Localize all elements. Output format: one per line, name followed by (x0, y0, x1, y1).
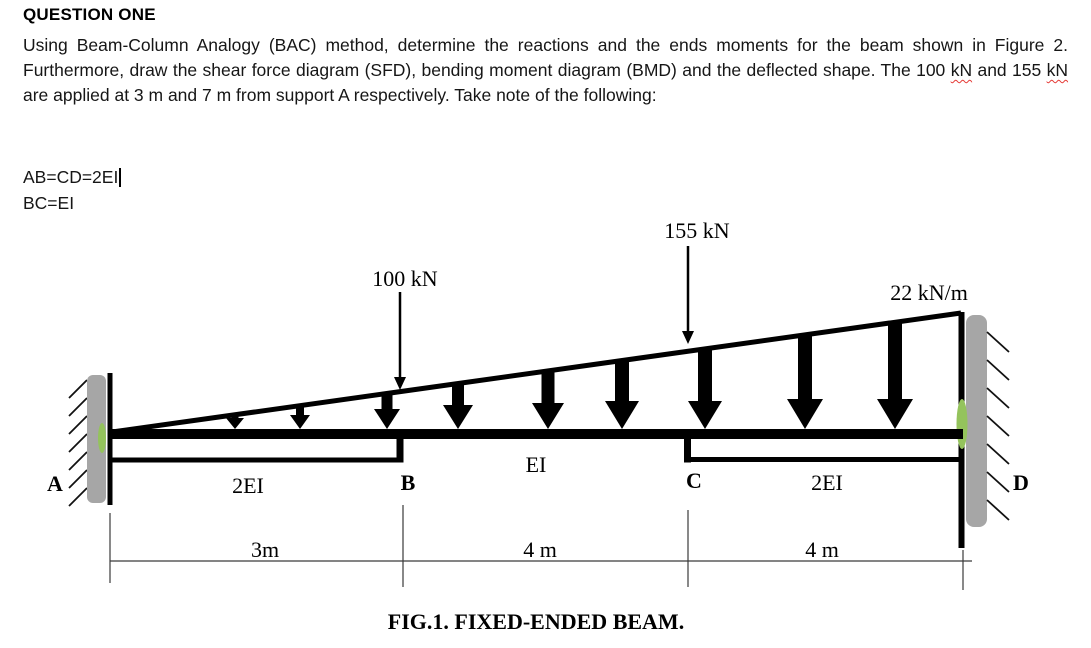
equation-line-1: AB=CD=2EI (23, 165, 121, 191)
figure-caption: FIG.1. FIXED-ENDED BEAM. (388, 609, 684, 634)
paragraph-text-2: and 155 (972, 60, 1047, 80)
distributed-load-arrow (605, 360, 639, 429)
equation-line-2: BC=EI (23, 192, 75, 213)
spellcheck-word-kn-1: kN (950, 60, 973, 80)
distributed-load-arrow (374, 392, 400, 429)
hatch-stroke (68, 415, 88, 435)
label-dimension-cd: 4 m (805, 537, 839, 562)
hatch-stroke (986, 471, 1010, 493)
distributed-load-arrow (688, 348, 722, 429)
distributed-load-arrow (787, 334, 823, 429)
paragraph-text-1: Using Beam-Column Analogy (BAC) method, … (23, 35, 1068, 80)
distributed-load-slope-line (111, 310, 962, 435)
hatch-stroke (68, 487, 88, 507)
label-node-c: C (686, 468, 702, 493)
hatch-stroke (68, 379, 88, 399)
label-dimension-bc: 4 m (523, 537, 557, 562)
distributed-load-arrow (877, 322, 913, 429)
right-support-wall (966, 315, 987, 527)
equation-ab-cd: AB=CD=2EI (23, 167, 119, 187)
label-support-d: D (1013, 470, 1029, 495)
question-heading: QUESTION ONE (23, 5, 156, 24)
label-load-100kn: 100 kN (372, 266, 438, 291)
label-dimension-ab: 3m (251, 537, 279, 562)
distributed-load-arrow (226, 413, 244, 429)
label-load-udl: 22 kN/m (890, 280, 968, 305)
point-load-100-arrow-head (394, 377, 406, 390)
hatch-stroke (986, 331, 1010, 353)
equations-block[interactable]: AB=CD=2EI BC=EI (23, 165, 121, 216)
hatch-stroke (986, 415, 1010, 437)
left-support-green-marker (98, 423, 106, 453)
distributed-load-arrow (443, 382, 473, 429)
right-support-green-marker (956, 399, 968, 449)
hatch-stroke (986, 443, 1010, 465)
label-load-155kn: 155 kN (664, 218, 730, 243)
label-node-b: B (401, 470, 416, 495)
distributed-load-arrow (290, 404, 310, 429)
left-support-wall (87, 375, 106, 503)
label-segment-bc-stiffness: EI (526, 452, 547, 477)
text-caret (119, 168, 121, 187)
label-segment-cd-stiffness: 2EI (811, 470, 843, 495)
spellcheck-word-kn-2: kN (1046, 60, 1069, 80)
hatch-stroke (68, 397, 88, 417)
point-load-155-arrow-head (682, 331, 694, 344)
beam-member (108, 429, 963, 439)
left-support-hatching (68, 379, 88, 507)
distributed-load-arrows (226, 322, 913, 429)
hatch-stroke (68, 451, 88, 471)
hatch-stroke (68, 433, 88, 453)
hatch-stroke (986, 359, 1010, 381)
label-support-a: A (47, 471, 63, 496)
right-support-hatching (986, 331, 1010, 521)
distributed-load-arrow (532, 370, 564, 429)
label-segment-ab-stiffness: 2EI (232, 473, 264, 498)
question-paragraph[interactable]: Using Beam-Column Analogy (BAC) method, … (23, 33, 1068, 108)
hatch-stroke (986, 499, 1010, 521)
hatch-stroke (986, 387, 1010, 409)
paragraph-text-3: are applied at 3 m and 7 m from support … (23, 85, 657, 105)
hatch-stroke (68, 469, 88, 489)
